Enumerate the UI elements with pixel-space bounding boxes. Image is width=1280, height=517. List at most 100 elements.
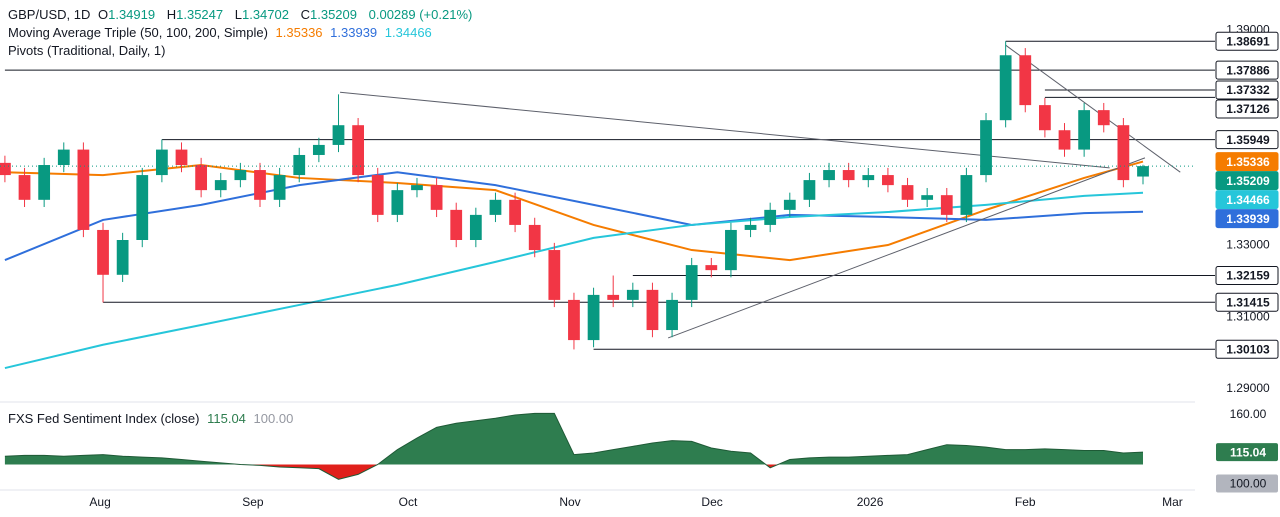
candle-body [0,162,11,176]
price-label-box [1215,292,1279,312]
candle-body [195,165,208,191]
price-label-box [1215,209,1279,229]
candle-body [646,289,659,331]
candle-body [312,144,325,155]
candle-body [626,289,639,300]
candle-body [607,294,620,300]
candle-body [18,175,31,200]
candle-body [254,170,266,200]
l-label: L [234,7,242,22]
ohlc-h: H1.35247 [167,7,227,22]
candle-body [352,125,364,176]
ma-title: Moving Average Triple (50, 100, 200, Sim… [8,25,268,40]
candle-body [1039,105,1051,131]
ma-value: 1.35336 [275,25,323,40]
symbol: GBP/USD, 1D [8,7,91,22]
x-tick-label: Nov [559,495,580,509]
price-label: 1.37886 [1226,63,1270,77]
candle-body [901,185,914,200]
candle-body [293,154,306,176]
price-label: 1.37126 [1226,102,1270,116]
price-label: 1.37332 [1226,83,1270,97]
candle-body [489,199,502,215]
candle-body [803,180,816,200]
candle-body [528,224,541,251]
candle-body [744,224,757,230]
x-tick-label: Sep [242,495,264,509]
candle-body [1078,110,1091,150]
candle-body [725,229,737,271]
x-tick-label: Dec [701,495,722,509]
y-tick-label: 1.33000 [1226,238,1270,252]
moving-average-line [4,191,1144,370]
candle-body [842,170,855,181]
candle-body [509,199,521,225]
ma-row: Moving Average Triple (50, 100, 200, Sim… [8,24,476,42]
candle-body [77,149,90,230]
candle-body [97,229,109,275]
candle-body [862,175,875,181]
candle-body [548,250,561,300]
candle-body [391,190,404,215]
candle-body [411,185,423,191]
price-label-box [1215,190,1279,210]
price-label: 1.35209 [1226,174,1270,188]
candle-body [685,265,698,300]
price-label: 1.31415 [1226,295,1270,309]
candle-body [1097,110,1110,126]
legend: GBP/USD, 1D O1.34919 H1.35247 L1.34702 C… [8,6,476,60]
candle-body [568,299,580,341]
candle-body [273,175,286,200]
baseline-label-box [1216,474,1278,493]
candle-body [450,209,463,240]
price-label-box [1215,60,1279,80]
price-label: 1.38691 [1226,34,1270,48]
price-label-box [1215,31,1279,51]
indicator-label: 115.04 [1230,445,1266,459]
price-label: 1.30103 [1226,342,1270,356]
price-label-box [1215,339,1279,359]
o-label: O [97,7,109,22]
candle-body [57,149,70,166]
price-label-box [1215,266,1279,286]
symbol-row: GBP/USD, 1D O1.34919 H1.35247 L1.34702 C… [8,6,476,24]
candle-body [705,265,718,271]
price-label: 1.32159 [1226,269,1270,283]
indicator-label-box [1216,443,1278,462]
pivots-title: Pivots (Traditional, Daily, 1) [8,43,166,58]
x-tick-label: Feb [1015,495,1036,509]
candle-body [371,175,384,215]
y-tick-label: 1.29000 [1226,381,1270,395]
ohlc-l: L1.34702 [235,7,293,22]
moving-average-line [4,171,1144,262]
price-label: 1.33939 [1226,212,1270,226]
candle-body [1137,166,1149,177]
x-tick-label: Mar [1162,495,1183,509]
change: 0.00289 (+0.21%) [368,7,473,22]
trend-line [667,157,1146,339]
candle-body [1019,55,1032,106]
ohlc-o: O1.34919 [98,7,159,22]
candle-body [332,125,345,145]
price-label: 1.34466 [1226,193,1270,207]
baseline-label: 100.00 [1230,477,1267,491]
candle-body [175,149,188,166]
c-value: 1.35209 [310,7,357,22]
price-label-box [1215,99,1279,119]
price-label-box [1215,171,1279,191]
candle-body [960,175,973,215]
indicator-line [4,412,1144,480]
x-tick-label: Aug [89,495,110,509]
c-label: C [300,7,310,22]
ohlc-c: C1.35209 [301,7,361,22]
h-value: 1.35247 [176,7,224,22]
candle-body [469,214,482,240]
candle-body [430,185,443,210]
indicator-legend: FXS Fed Sentiment Index (close) 115.04 1… [8,410,297,428]
indicator-value: 115.04 [207,411,246,426]
area-positive [4,413,1143,465]
candle-body [214,180,227,191]
price-label-box [1215,152,1279,172]
